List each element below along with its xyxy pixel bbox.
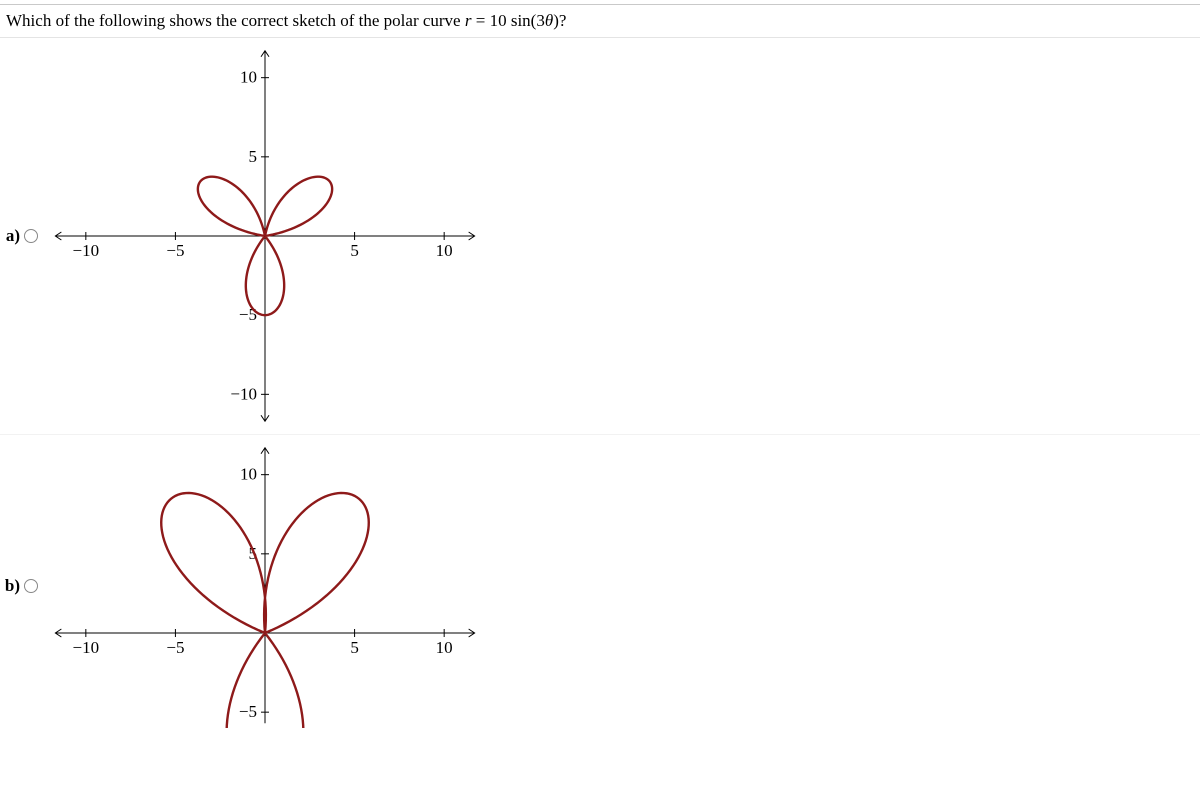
option-b-label: b) [0, 576, 24, 596]
radio-icon [24, 229, 38, 243]
option-a-row: a) −10 −5 5 10 5 10 −5 −10 [0, 38, 1200, 435]
graph-a: −10 −5 5 10 5 10 −5 −10 [50, 46, 480, 426]
svg-text:5: 5 [249, 147, 258, 166]
svg-text:−5: −5 [239, 305, 257, 324]
svg-text:10: 10 [240, 68, 257, 87]
radio-icon [24, 579, 38, 593]
equation-rhs-fn: sin(3 [507, 11, 545, 30]
svg-text:10: 10 [436, 241, 453, 260]
option-b-row: b) −10−5510510−5 [0, 435, 1200, 736]
equation-rhs-num: 10 [490, 11, 507, 30]
svg-text:5: 5 [350, 241, 359, 260]
svg-text:5: 5 [350, 638, 359, 657]
graph-a-svg: −10 −5 5 10 5 10 −5 −10 [50, 46, 480, 426]
question-prefix: Which of the following shows the correct… [6, 11, 465, 30]
question-text: Which of the following shows the correct… [0, 5, 1200, 38]
svg-text:−5: −5 [166, 241, 184, 260]
option-a-label: a) [0, 226, 24, 246]
option-b-radio[interactable] [24, 579, 50, 593]
svg-text:−10: −10 [73, 241, 100, 260]
svg-text:−10: −10 [230, 384, 257, 403]
graph-b: −10−5510510−5 [50, 443, 480, 728]
svg-text:10: 10 [436, 638, 453, 657]
option-a-radio[interactable] [24, 229, 50, 243]
equation-rhs-close: )? [553, 11, 566, 30]
svg-text:−5: −5 [239, 702, 257, 721]
svg-text:10: 10 [240, 465, 257, 484]
equation-rhs-theta: θ [545, 11, 553, 30]
graph-b-svg: −10−5510510−5 [50, 443, 480, 728]
svg-text:−10: −10 [73, 638, 100, 657]
svg-text:−5: −5 [166, 638, 184, 657]
equation-eq: = [471, 11, 489, 30]
